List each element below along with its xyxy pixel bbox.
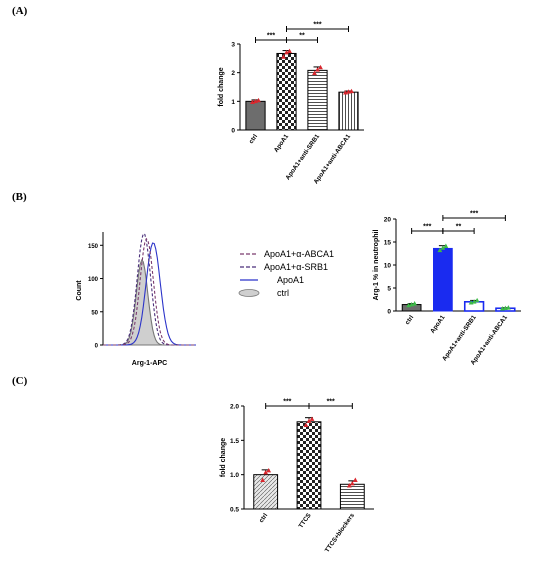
legend-label: ctrl xyxy=(277,288,289,298)
chart-b-significance-label: *** xyxy=(470,211,478,218)
chart-c-category-label: TTCS xyxy=(297,512,312,529)
chart-b-data-point xyxy=(412,301,418,306)
panel-label-c: (C) xyxy=(12,375,28,387)
chart-c-category-label: TTCS+blockers xyxy=(324,512,356,554)
chart-a-bar xyxy=(338,91,359,131)
chart-c-significance-label: *** xyxy=(327,399,335,406)
chart-b-significance-label: ** xyxy=(456,224,462,231)
chart-c-data-point xyxy=(263,470,269,475)
chart-a-bar xyxy=(245,100,266,131)
chart-c-bar xyxy=(339,483,365,510)
chart-b-data-point xyxy=(505,305,511,310)
chart-b-y-tick-label: 15 xyxy=(384,240,392,247)
chart-a-data-point xyxy=(318,64,323,70)
chart-a-data-point xyxy=(287,48,292,53)
chart-c-data-point xyxy=(352,477,358,482)
chart-b-category-label: ApoA1 xyxy=(429,314,447,335)
histogram-x-label: Arg-1-APC xyxy=(132,360,167,367)
chart-a-significance-label: *** xyxy=(313,22,321,29)
chart-a-category-label: ApoA1+anti-SRB1 xyxy=(284,133,321,182)
chart-b-y-label: Arg-1 % in neutrophil xyxy=(373,230,380,301)
panel-label-b: (B) xyxy=(12,191,27,203)
histogram-y-tick-label: 50 xyxy=(91,310,98,316)
chart-b-significance-label: *** xyxy=(423,224,431,231)
chart-c-y-tick-label: 1.0 xyxy=(230,472,239,479)
chart-a-significance-label: ** xyxy=(299,33,305,40)
chart-b-data-point xyxy=(471,299,477,304)
chart-b-y-tick-label: 10 xyxy=(384,263,392,270)
chart-b-y-tick-label: 5 xyxy=(387,286,391,293)
chart-a-y-tick-label: 0 xyxy=(231,128,235,135)
chart-b-y-tick-label: 0 xyxy=(387,309,391,316)
chart-b-data-point xyxy=(440,245,446,250)
chart-c-data-point xyxy=(266,467,272,473)
histogram-y-label: Count xyxy=(76,280,83,301)
chart-a-data-point xyxy=(281,54,286,59)
chart-b-category-label: ApoA1+anti-ABCA1 xyxy=(469,314,509,367)
chart-b-category-label: ctrl xyxy=(404,314,415,326)
chart-a-data-point xyxy=(284,50,289,55)
histogram-y-tick-label: 0 xyxy=(95,344,99,350)
histogram-series-apoa1-abca1 xyxy=(103,237,196,346)
chart-b-data-point xyxy=(474,297,480,303)
chart-c-data-point xyxy=(309,416,315,421)
legend-label: ApoA1 xyxy=(277,275,304,285)
chart-a-data-point xyxy=(349,88,354,94)
histogram-y-tick-label: 150 xyxy=(88,244,99,250)
chart-c-category-label: ctrl xyxy=(258,512,269,524)
chart-a-significance-label: *** xyxy=(267,33,275,40)
chart-a-y-tick-label: 2 xyxy=(231,70,235,77)
chart-a-y-tick-label: 3 xyxy=(231,42,235,49)
chart-c-y-tick-label: 1.5 xyxy=(230,438,239,445)
chart-c-y-tick-label: 2.0 xyxy=(230,404,239,411)
chart-b-data-point xyxy=(443,243,449,248)
legend-swatch-ctrl xyxy=(238,289,260,297)
chart-a-data-point xyxy=(315,67,320,72)
chart-c-data-point xyxy=(349,480,355,486)
chart-a-data-point xyxy=(256,97,261,103)
panel-label-a: (A) xyxy=(12,5,28,17)
legend-label: ApoA1+α-ABCA1 xyxy=(264,249,334,259)
chart-a-y-label: fold change xyxy=(218,67,225,106)
chart-b-data-point xyxy=(437,247,443,253)
histogram-y-tick-label: 100 xyxy=(88,277,99,283)
chart-a-category-label: ctrl xyxy=(248,133,259,145)
chart-b-bar xyxy=(433,247,453,312)
chart-a-bar xyxy=(307,69,328,131)
chart-a-data-point xyxy=(312,70,317,76)
chart-a-y-tick-label: 1 xyxy=(231,99,235,106)
chart-b-category-label: ApoA1+anti-SRB1 xyxy=(441,314,478,363)
chart-c-bar xyxy=(296,421,322,510)
chart-c-data-point xyxy=(346,483,352,488)
histogram-series-ctrl xyxy=(103,258,196,346)
chart-c-significance-label: *** xyxy=(283,399,291,406)
chart-c-data-point xyxy=(260,477,266,482)
chart-c-bar xyxy=(253,474,279,510)
chart-c-data-point xyxy=(306,418,312,423)
chart-c-y-label: fold change xyxy=(220,438,227,477)
chart-c-data-point xyxy=(303,422,309,428)
chart-a-category-label: ApoA1 xyxy=(273,133,291,154)
chart-c-y-tick-label: 0.5 xyxy=(230,507,239,514)
chart-a-bar xyxy=(276,52,297,131)
chart-b-y-tick-label: 20 xyxy=(384,217,392,224)
legend-label: ApoA1+α-SRB1 xyxy=(264,262,328,272)
